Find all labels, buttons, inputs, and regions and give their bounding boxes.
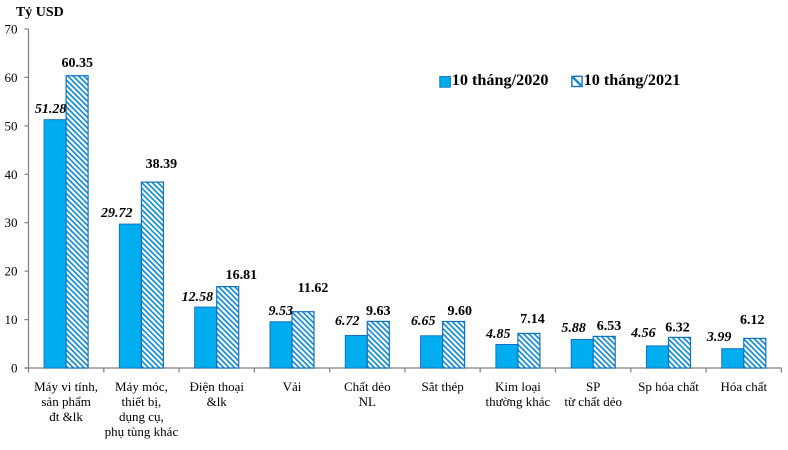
svg-text:Sp hóa chất: Sp hóa chất xyxy=(638,379,699,394)
svg-text:Chất dẻo: Chất dẻo xyxy=(344,379,391,394)
svg-text:29.72: 29.72 xyxy=(100,206,133,221)
svg-text:51.28: 51.28 xyxy=(35,102,67,117)
svg-text:5.88: 5.88 xyxy=(561,321,586,336)
svg-text:dụng cụ,: dụng cụ, xyxy=(119,409,164,424)
svg-text:9.60: 9.60 xyxy=(448,304,473,319)
svg-text:thiết bị,: thiết bị, xyxy=(122,394,162,409)
svg-text:10 tháng/2020: 10 tháng/2020 xyxy=(452,71,549,89)
svg-text:10: 10 xyxy=(5,312,18,327)
svg-text:11.62: 11.62 xyxy=(298,281,329,296)
svg-text:60.35: 60.35 xyxy=(61,56,93,71)
svg-text:12.58: 12.58 xyxy=(182,290,214,305)
svg-text:40: 40 xyxy=(5,167,18,182)
svg-text:NL: NL xyxy=(359,394,376,409)
svg-text:SP: SP xyxy=(586,379,600,394)
svg-text:38.39: 38.39 xyxy=(146,157,178,172)
svg-text:4.85: 4.85 xyxy=(485,327,511,342)
svg-text:Kim loại: Kim loại xyxy=(495,379,541,394)
svg-text:20: 20 xyxy=(5,264,18,279)
svg-text:3.99: 3.99 xyxy=(706,330,732,345)
svg-text:60: 60 xyxy=(5,70,18,85)
svg-text:6.12: 6.12 xyxy=(740,313,765,328)
svg-text:Máy vi tính,: Máy vi tính, xyxy=(34,379,98,394)
svg-text:70: 70 xyxy=(5,22,18,37)
svg-text:10 tháng/2021: 10 tháng/2021 xyxy=(584,71,681,89)
svg-text:6.32: 6.32 xyxy=(665,321,690,336)
svg-text:6.53: 6.53 xyxy=(597,319,622,334)
svg-text:Tỷ USD: Tỷ USD xyxy=(16,5,64,20)
svg-text:từ chất dẻo: từ chất dẻo xyxy=(564,394,622,409)
svg-text:sản phẩm: sản phẩm xyxy=(41,394,90,409)
svg-text:9.63: 9.63 xyxy=(366,304,391,319)
svg-text:0: 0 xyxy=(11,361,18,376)
svg-text:Điện thoại: Điện thoại xyxy=(189,379,244,394)
svg-text:4.56: 4.56 xyxy=(630,326,656,341)
svg-text:50: 50 xyxy=(5,118,18,133)
svg-text:6.72: 6.72 xyxy=(335,314,360,329)
svg-text:6.65: 6.65 xyxy=(411,314,436,329)
svg-text:Hóa chất: Hóa chất xyxy=(721,379,768,394)
svg-text:đt &lk: đt &lk xyxy=(49,409,83,424)
svg-text:Máy móc,: Máy móc, xyxy=(115,379,168,394)
svg-text:16.81: 16.81 xyxy=(226,268,258,283)
svg-text:thường khác: thường khác xyxy=(485,394,550,409)
svg-text:9.53: 9.53 xyxy=(268,304,293,319)
svg-text:30: 30 xyxy=(5,215,18,230)
svg-text:Vải: Vải xyxy=(283,379,302,394)
svg-text:phụ tùng khác: phụ tùng khác xyxy=(105,424,179,439)
svg-text:&lk: &lk xyxy=(207,394,228,409)
svg-text:7.14: 7.14 xyxy=(520,312,545,327)
svg-text:Sắt thép: Sắt thép xyxy=(421,379,463,394)
